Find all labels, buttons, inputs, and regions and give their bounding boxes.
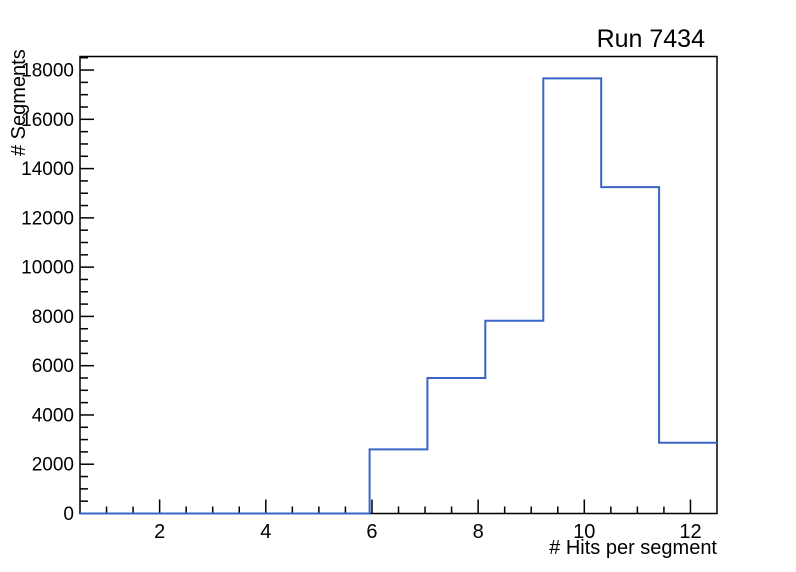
y-tick-label: 18000 (21, 61, 74, 82)
y-tick-label: 2000 (32, 455, 74, 476)
y-axis-title: # Segments (8, 49, 30, 156)
y-tick-label: 0 (63, 504, 74, 525)
x-tick-label: 8 (473, 521, 484, 543)
x-tick-label: 6 (366, 521, 377, 543)
x-axis-title: # Hits per segment (549, 537, 717, 559)
y-tick-label: 8000 (32, 307, 74, 328)
y-tick-label: 6000 (32, 356, 74, 377)
x-tick-label: 10 (573, 521, 595, 543)
y-tick-label: 12000 (21, 208, 74, 229)
plot-frame (79, 55, 718, 515)
x-tick-label: 4 (260, 521, 271, 543)
chart-title: Run 7434 (596, 25, 705, 53)
y-tick-label: 16000 (21, 110, 74, 131)
y-tick-label: 14000 (21, 159, 74, 180)
x-tick-label: 2 (154, 521, 165, 543)
histogram-step-line (80, 77, 717, 515)
y-tick-label: 10000 (21, 258, 74, 279)
x-tick-label: 12 (679, 521, 701, 543)
y-tick-label: 4000 (32, 405, 74, 426)
